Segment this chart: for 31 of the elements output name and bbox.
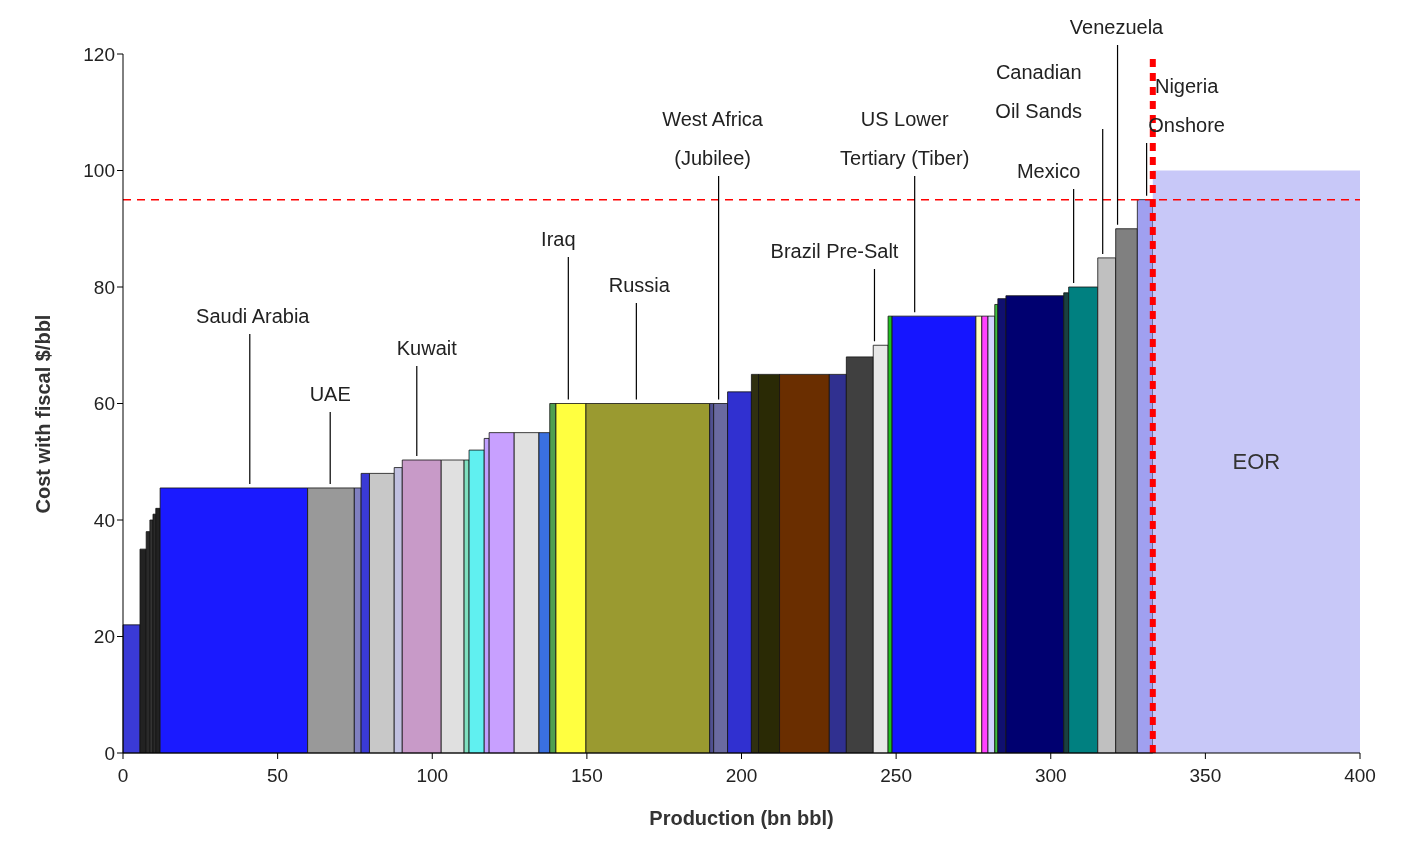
y-axis-title: Cost with fiscal $/bbl	[32, 314, 55, 514]
annotation: Mexico	[1016, 160, 1081, 182]
x-tick-label: 100	[416, 765, 449, 787]
x-tick-label: 150	[571, 765, 603, 787]
x-tick-label: 400	[1344, 765, 1376, 787]
y-tick-label: 60	[93, 393, 115, 415]
annotation: Brazil Pre-Salt	[770, 240, 899, 262]
y-tick-label: 100	[83, 160, 115, 182]
annotation: Nigeria Onshore	[1148, 75, 1225, 136]
annotation: Iraq	[541, 228, 576, 250]
x-tick-label: 200	[725, 765, 758, 787]
y-tick-label: 120	[83, 43, 115, 65]
x-axis-title: Production (bn bbl)	[649, 807, 834, 829]
annotation: EOR	[1232, 448, 1281, 474]
annotation: Kuwait	[396, 337, 458, 359]
x-tick-label: 0	[117, 765, 129, 787]
annotation: UAE	[309, 383, 351, 405]
annotation: West Africa (Jubilee)	[662, 108, 764, 169]
annotation: Saudi Arabia	[196, 305, 311, 327]
annotation: Venezuela	[1069, 16, 1165, 38]
x-tick-label: 50	[267, 765, 289, 787]
x-tick-label: 350	[1189, 765, 1222, 787]
annotation: Canadian Oil Sands	[995, 61, 1083, 122]
x-tick-label: 250	[880, 765, 912, 787]
y-tick-label: 40	[93, 509, 115, 531]
y-tick-label: 0	[104, 742, 115, 764]
annotation: Russia	[608, 274, 671, 296]
annotation: US Lower Tertiary (Tiber)	[840, 108, 970, 169]
y-tick-label: 80	[93, 276, 115, 298]
x-tick-label: 300	[1034, 765, 1067, 787]
y-tick-label: 20	[93, 626, 115, 648]
